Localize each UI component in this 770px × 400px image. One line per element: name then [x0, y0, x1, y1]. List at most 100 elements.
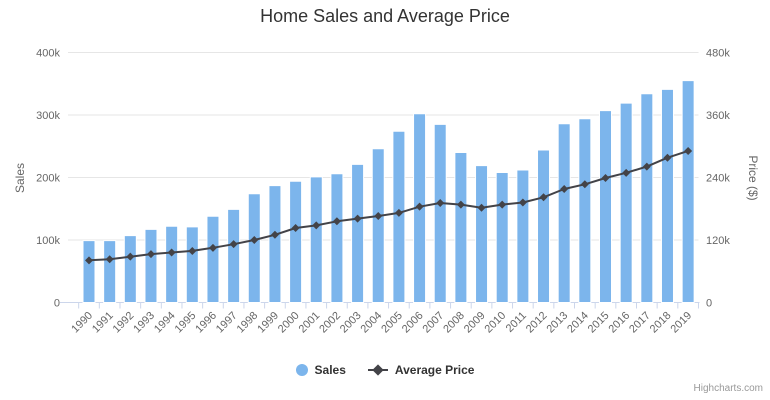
bar-2019[interactable] [681, 80, 695, 303]
y-axis-left-tick-label: 300k [36, 110, 60, 122]
x-axis-label: 2013 [545, 310, 571, 336]
x-axis-label: 2016 [606, 310, 632, 336]
point-2016[interactable] [622, 168, 631, 177]
x-axis-label: 2005 [379, 310, 405, 336]
x-axis-label: 1998 [235, 310, 261, 336]
y-axis-right-tick-label: 120k [706, 235, 730, 247]
average-price-line[interactable] [88, 149, 689, 262]
bar-1993[interactable] [144, 228, 158, 303]
point-2019[interactable] [684, 146, 693, 155]
x-axis-label: 1993 [131, 310, 157, 336]
point-2005[interactable] [394, 208, 403, 217]
bar-1994[interactable] [165, 225, 179, 303]
bar-1996[interactable] [206, 215, 220, 303]
y-axis-left-tick-label: 100k [36, 235, 60, 247]
bar-2001[interactable] [309, 176, 323, 303]
bar-2015[interactable] [599, 110, 612, 303]
point-2004[interactable] [374, 212, 383, 221]
legend: Sales Average Price [0, 359, 770, 381]
bar-2008[interactable] [454, 152, 468, 303]
x-axis-label: 1997 [214, 310, 240, 336]
x-axis-label: 2018 [648, 310, 674, 336]
x-axis-label: 1992 [111, 310, 137, 336]
x-axis-label: 2019 [668, 310, 694, 336]
bar-2013[interactable] [557, 123, 571, 303]
point-1994[interactable] [167, 248, 176, 257]
x-axis-label: 1996 [193, 310, 219, 336]
bar-2014[interactable] [578, 118, 592, 303]
x-axis-label: 2017 [627, 310, 653, 336]
point-2001[interactable] [312, 221, 321, 230]
y-axis-right-tick-label: 240k [706, 173, 730, 185]
point-1991[interactable] [105, 255, 114, 264]
bar-2009[interactable] [475, 165, 489, 303]
point-2003[interactable] [353, 214, 362, 223]
x-axis-label: 1990 [69, 310, 95, 336]
legend-item-average-price[interactable]: Average Price [367, 363, 475, 377]
bar-2016[interactable] [619, 102, 633, 303]
point-2013[interactable] [560, 184, 569, 193]
point-2011[interactable] [518, 198, 527, 207]
point-1999[interactable] [270, 230, 279, 239]
x-axis-label: 2015 [586, 310, 612, 336]
point-1996[interactable] [208, 243, 217, 252]
point-2009[interactable] [477, 203, 486, 212]
y-axis-title-right: Price ($) [746, 155, 760, 201]
point-2008[interactable] [456, 200, 465, 209]
bar-2003[interactable] [351, 163, 365, 303]
bar-1995[interactable] [185, 226, 199, 303]
legend-item-label-average-price: Average Price [394, 363, 475, 377]
point-2010[interactable] [498, 200, 507, 209]
point-1998[interactable] [250, 236, 259, 244]
point-2000[interactable] [291, 224, 300, 233]
y-axis-right-tick-label: 360k [706, 110, 730, 122]
bar-1998[interactable] [247, 193, 261, 303]
x-axis-label: 2003 [338, 310, 364, 336]
x-axis-label: 2001 [297, 310, 323, 336]
x-axis-label: 2010 [483, 310, 509, 336]
x-axis-label: 2000 [276, 310, 302, 336]
point-2006[interactable] [415, 202, 424, 211]
bar-1999[interactable] [268, 185, 282, 303]
y-axis-left-tick-label: 400k [36, 48, 60, 60]
bar-2011[interactable] [516, 169, 530, 303]
bar-1990[interactable] [82, 240, 96, 303]
point-1990[interactable] [85, 256, 93, 265]
sales-legend-marker-icon [295, 364, 308, 376]
highcharts-credits-link[interactable]: Highcharts.com [693, 383, 763, 394]
point-1992[interactable] [126, 252, 135, 261]
point-1995[interactable] [188, 246, 197, 255]
bar-2000[interactable] [289, 180, 303, 303]
bar-2002[interactable] [330, 173, 344, 303]
average-price-legend-marker-icon [367, 364, 388, 376]
bar-2010[interactable] [495, 172, 509, 303]
x-axis-label: 2004 [359, 310, 385, 336]
point-2017[interactable] [642, 162, 651, 171]
bar-2012[interactable] [537, 149, 551, 303]
bar-1992[interactable] [123, 235, 137, 303]
point-2012[interactable] [539, 193, 548, 202]
bar-2007[interactable] [433, 123, 447, 303]
point-2002[interactable] [332, 217, 341, 226]
x-axis-label: 1999 [255, 310, 281, 336]
bar-1991[interactable] [103, 240, 117, 303]
x-axis-label: 1991 [90, 310, 116, 336]
point-2014[interactable] [580, 180, 589, 189]
bar-2017[interactable] [640, 93, 654, 303]
point-1997[interactable] [229, 240, 238, 249]
x-axis-label: 2012 [524, 310, 550, 336]
point-1993[interactable] [146, 250, 155, 259]
x-axis-label: 2007 [421, 310, 447, 336]
point-2015[interactable] [601, 174, 610, 183]
bar-2018[interactable] [660, 88, 674, 303]
bar-2004[interactable] [371, 148, 385, 303]
bar-1997[interactable] [227, 208, 241, 303]
x-axis-label: 2006 [400, 310, 426, 336]
point-2007[interactable] [436, 199, 445, 208]
x-axis-label: 2008 [441, 310, 467, 336]
x-axis-label: 1995 [173, 310, 199, 336]
point-2018[interactable] [663, 153, 672, 162]
legend-item-sales[interactable]: Sales [295, 363, 346, 377]
